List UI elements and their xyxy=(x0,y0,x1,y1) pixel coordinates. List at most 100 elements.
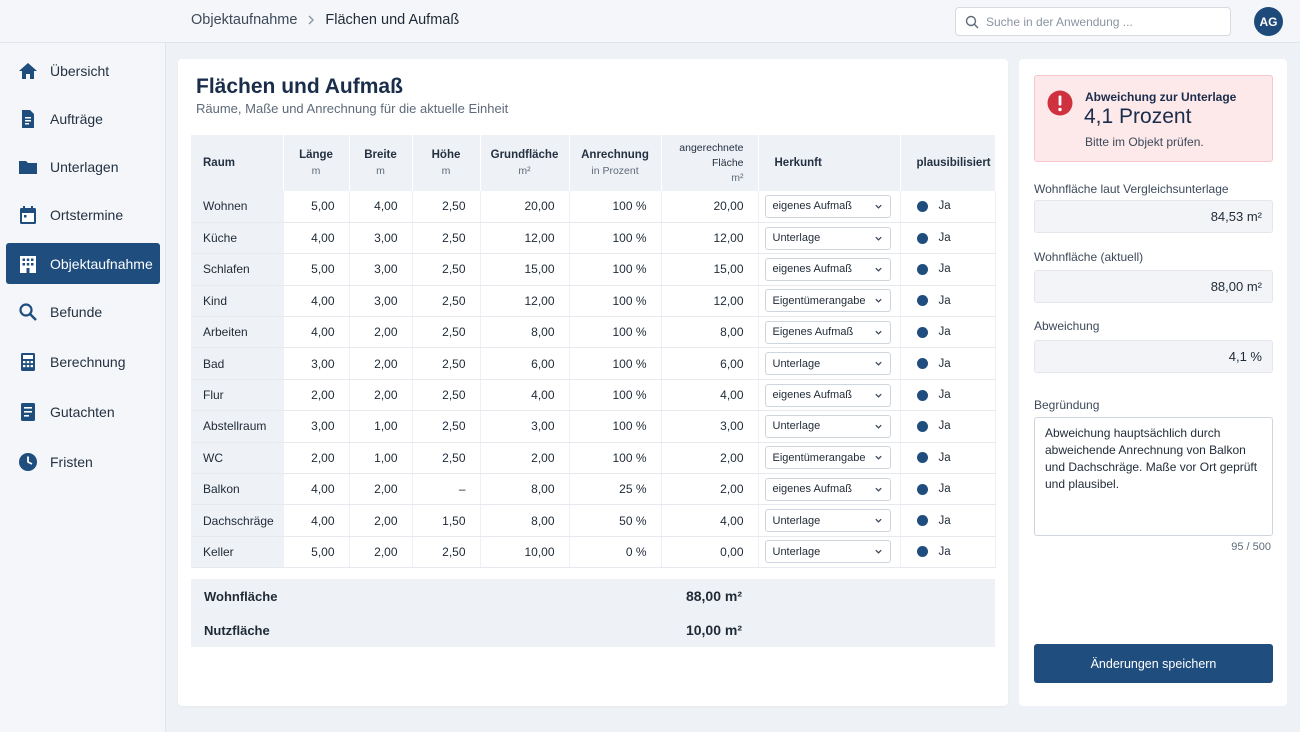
top-bar: Objektaufnahme Flächen und Aufmaß AG xyxy=(0,0,1300,43)
cell-plausibilisiert: Ja xyxy=(900,410,996,443)
plaus-value: Ja xyxy=(938,326,951,339)
sidebar-item-befunde[interactable]: Befunde xyxy=(6,291,160,332)
table-row: Wohnen 5,00 4,00 2,50 20,00 100 % 20,00 eigenes… xyxy=(191,191,996,223)
total-label: Wohnfläche xyxy=(204,588,278,604)
herkunft-select-value: eigenes Aufmaß xyxy=(772,389,853,402)
herkunft-select-value: Unterlage xyxy=(772,514,821,527)
chevron-down-icon xyxy=(874,487,882,492)
sidebar-item-ortstermine[interactable]: Ortstermine xyxy=(6,194,160,235)
cell-raum: Keller xyxy=(191,536,284,569)
cell-angerechnete-flaeche: 4,00 xyxy=(661,379,759,412)
cell-plausibilisiert: Ja xyxy=(900,191,996,223)
total-label: Nutzfläche xyxy=(204,622,270,638)
herkunft-select-value: Eigenes Aufmaß xyxy=(772,326,854,339)
cell-angerechnete-flaeche: 8,00 xyxy=(661,316,759,349)
table-row: Kind 4,00 3,00 2,50 12,00 100 % 12,00 Eigentüme… xyxy=(191,285,996,318)
sidebar: Übersicht Aufträge Unterlagen Ortstermin… xyxy=(0,43,166,732)
sidebar-item-objektaufnahme[interactable]: Objektaufnahme xyxy=(6,243,160,284)
sidebar-item-auftraege[interactable]: Aufträge xyxy=(6,98,160,139)
herkunft-select[interactable]: eigenes Aufmaß xyxy=(764,194,891,218)
field-label: Abweichung xyxy=(1034,319,1100,333)
cell-herkunft: Eigentümerangabe xyxy=(758,285,901,318)
plaus-value: Ja xyxy=(938,357,951,370)
herkunft-select[interactable]: Eigentümerangabe xyxy=(764,446,891,470)
calculator-icon xyxy=(21,352,35,371)
herkunft-select[interactable]: Unterlage xyxy=(764,352,891,376)
herkunft-select-value: Eigentümerangabe xyxy=(772,451,866,464)
herkunft-select[interactable]: Eigentümerangabe xyxy=(764,289,891,313)
herkunft-select[interactable]: eigenes Aufmaß xyxy=(764,383,891,407)
areas-table: Raum Länge m Breite m Höhe m Grundfläche m² … xyxy=(191,135,996,569)
reason-textarea[interactable]: Abweichung hauptsächlich durch abweichen… xyxy=(1034,417,1273,536)
search-box[interactable] xyxy=(955,7,1231,36)
sidebar-item-uebersicht[interactable]: Übersicht xyxy=(6,50,160,91)
cell-angerechnete-flaeche: 12,00 xyxy=(661,285,759,318)
cell-laenge: 4,00 xyxy=(283,222,350,255)
building-icon xyxy=(20,255,36,273)
sidebar-item-label: Berechnung xyxy=(50,353,126,370)
herkunft-select[interactable]: eigenes Aufmaß xyxy=(764,257,891,281)
col-header-laenge: Länge m xyxy=(283,135,350,191)
home-icon xyxy=(19,62,37,79)
status-dot-icon xyxy=(916,326,928,338)
search-input[interactable] xyxy=(986,14,1226,29)
chevron-down-icon xyxy=(874,204,882,209)
cell-raum: Flur xyxy=(191,379,284,412)
table-row: Küche 4,00 3,00 2,50 12,00 100 % 12,00 Unterlag… xyxy=(191,222,996,255)
cell-grundflaeche: 20,00 xyxy=(480,191,570,223)
sidebar-item-gutachten[interactable]: Gutachten xyxy=(6,391,160,432)
cell-plausibilisiert: Ja xyxy=(900,473,996,506)
herkunft-select[interactable]: Unterlage xyxy=(764,540,891,564)
table-row: Abstellraum 3,00 1,00 2,50 3,00 100 % 3,00 Unte… xyxy=(191,410,996,443)
chevron-right-icon xyxy=(307,15,315,25)
table-row: WC 2,00 1,00 2,50 2,00 100 % 2,00 Eigentümerang… xyxy=(191,442,996,475)
cell-grundflaeche: 8,00 xyxy=(480,504,570,537)
status-dot-icon xyxy=(916,515,928,527)
table-row: Schlafen 5,00 3,00 2,50 15,00 100 % 15,00 eigen… xyxy=(191,253,996,286)
cell-laenge: 4,00 xyxy=(283,316,350,349)
herkunft-select[interactable]: Eigenes Aufmaß xyxy=(764,320,891,344)
cell-raum: Arbeiten xyxy=(191,316,284,349)
deviation-panel: Abweichung zur Unterlage 4,1 Prozent Bit… xyxy=(1019,59,1287,706)
herkunft-select-value: eigenes Aufmaß xyxy=(772,483,853,496)
herkunft-select-value: eigenes Aufmaß xyxy=(772,263,853,276)
herkunft-select[interactable]: eigenes Aufmaß xyxy=(764,477,891,501)
breadcrumb-parent-link[interactable]: Objektaufnahme xyxy=(191,12,298,28)
cell-hoehe: 2,50 xyxy=(412,253,481,286)
calendar-icon xyxy=(20,205,36,224)
cell-laenge: 5,00 xyxy=(283,536,350,569)
cell-herkunft: eigenes Aufmaß xyxy=(758,253,901,286)
cell-angerechnete-flaeche: 3,00 xyxy=(661,410,759,443)
table-header-row: Raum Länge m Breite m Höhe m Grundfläche m² … xyxy=(191,135,996,191)
field-label: Wohnfläche (aktuell) xyxy=(1034,250,1144,264)
save-button[interactable]: Änderungen speichern xyxy=(1034,644,1273,683)
cell-anrechnung: 100 % xyxy=(569,253,662,286)
cell-grundflaeche: 12,00 xyxy=(480,222,570,255)
herkunft-select[interactable]: Unterlage xyxy=(764,226,891,250)
cell-hoehe: 2,50 xyxy=(412,442,481,475)
clock-icon xyxy=(19,452,37,471)
cell-anrechnung: 100 % xyxy=(569,285,662,318)
plaus-value: Ja xyxy=(938,294,951,307)
plaus-value: Ja xyxy=(938,514,951,527)
cell-laenge: 2,00 xyxy=(283,442,350,475)
sidebar-item-fristen[interactable]: Fristen xyxy=(6,441,160,482)
herkunft-select[interactable]: Unterlage xyxy=(764,509,891,533)
table-row: Bad 3,00 2,00 2,50 6,00 100 % 6,00 Unterlage Ja xyxy=(191,347,996,380)
search-icon xyxy=(19,302,37,321)
cell-plausibilisiert: Ja xyxy=(900,285,996,318)
cell-herkunft: Unterlage xyxy=(758,410,901,443)
cell-anrechnung: 100 % xyxy=(569,347,662,380)
col-header-grundflaeche: Grundfläche m² xyxy=(480,135,570,191)
col-header-plausibilisiert: plausibilisiert xyxy=(900,135,996,191)
sidebar-item-berechnung[interactable]: Berechnung xyxy=(6,341,160,382)
cell-breite: 2,00 xyxy=(349,347,413,380)
cell-angerechnete-flaeche: 20,00 xyxy=(661,191,759,223)
cell-anrechnung: 100 % xyxy=(569,316,662,349)
col-header-raum: Raum xyxy=(191,135,284,191)
cell-breite: 3,00 xyxy=(349,253,413,286)
herkunft-select[interactable]: Unterlage xyxy=(764,414,891,438)
cell-anrechnung: 100 % xyxy=(569,442,662,475)
user-avatar[interactable]: AG xyxy=(1254,7,1283,36)
sidebar-item-unterlagen[interactable]: Unterlagen xyxy=(6,146,160,187)
